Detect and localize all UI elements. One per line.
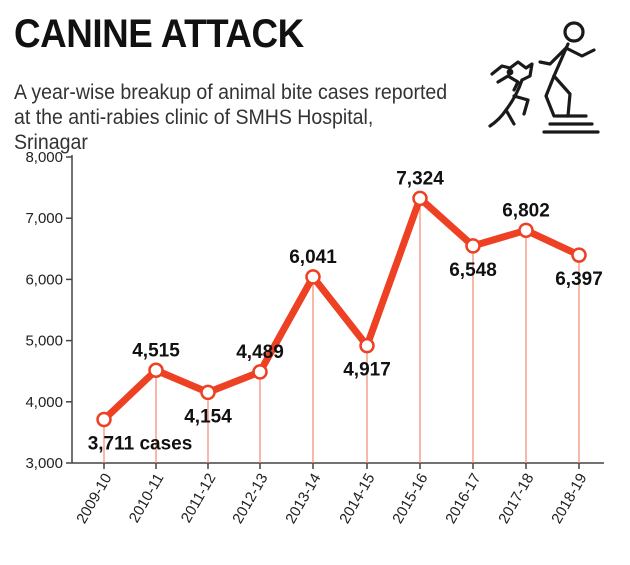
- data-label: 3,711 cases: [88, 433, 193, 454]
- x-tick-label: 2012-13: [229, 471, 271, 527]
- data-label: 6,041: [289, 247, 337, 268]
- y-tick-label: 3,000: [25, 455, 63, 472]
- data-point: [148, 362, 164, 379]
- data-point: [518, 222, 534, 239]
- data-label: 4,515: [132, 340, 180, 361]
- data-label: 4,154: [184, 406, 232, 427]
- y-tick-label: 8,000: [25, 149, 63, 166]
- y-tick-label: 6,000: [25, 271, 63, 288]
- data-point: [200, 384, 216, 401]
- x-tick-label: 2017-18: [495, 471, 537, 527]
- data-point: [359, 337, 375, 354]
- x-tick-label: 2013-14: [282, 471, 324, 527]
- data-label: 4,489: [236, 342, 284, 363]
- chart-title: CANINE ATTACK: [14, 12, 304, 56]
- data-label: 7,324: [396, 168, 444, 189]
- y-tick-label: 5,000: [25, 333, 63, 350]
- x-tick-label: 2011-12: [178, 471, 220, 526]
- series-line: [100, 194, 583, 423]
- x-tick-label: 2018-19: [548, 471, 590, 527]
- data-point: [252, 364, 268, 380]
- dog-attacking-person-icon: [488, 21, 600, 134]
- data-point: [571, 247, 587, 263]
- data-label: 6,397: [555, 269, 603, 290]
- data-label: 6,548: [449, 260, 497, 281]
- x-tick-label: 2016-17: [442, 471, 484, 527]
- y-tick-label: 4,000: [25, 394, 63, 411]
- x-tick-label: 2015-16: [389, 471, 431, 527]
- data-label: 4,917: [343, 360, 391, 381]
- data-point: [96, 411, 112, 428]
- x-tick-label: 2010-11: [126, 471, 168, 526]
- data-point: [412, 190, 428, 207]
- data-point: [465, 238, 481, 254]
- data-point: [305, 269, 321, 285]
- data-label: 6,802: [502, 200, 550, 221]
- y-tick-label: 7,000: [25, 210, 63, 227]
- chart-subtitle: A year-wise breakup of animal bite cases…: [14, 81, 448, 154]
- x-tick-label: 2009-10: [73, 471, 115, 527]
- x-tick-label: 2014-15: [336, 471, 378, 527]
